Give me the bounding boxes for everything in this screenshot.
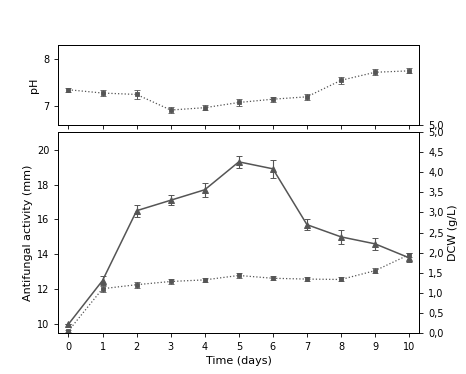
Y-axis label: DCW (g/L): DCW (g/L) [448, 204, 458, 261]
Y-axis label: pH: pH [29, 77, 39, 93]
X-axis label: Time (days): Time (days) [206, 356, 272, 366]
Y-axis label: Antifungal activity (mm): Antifungal activity (mm) [23, 164, 33, 301]
